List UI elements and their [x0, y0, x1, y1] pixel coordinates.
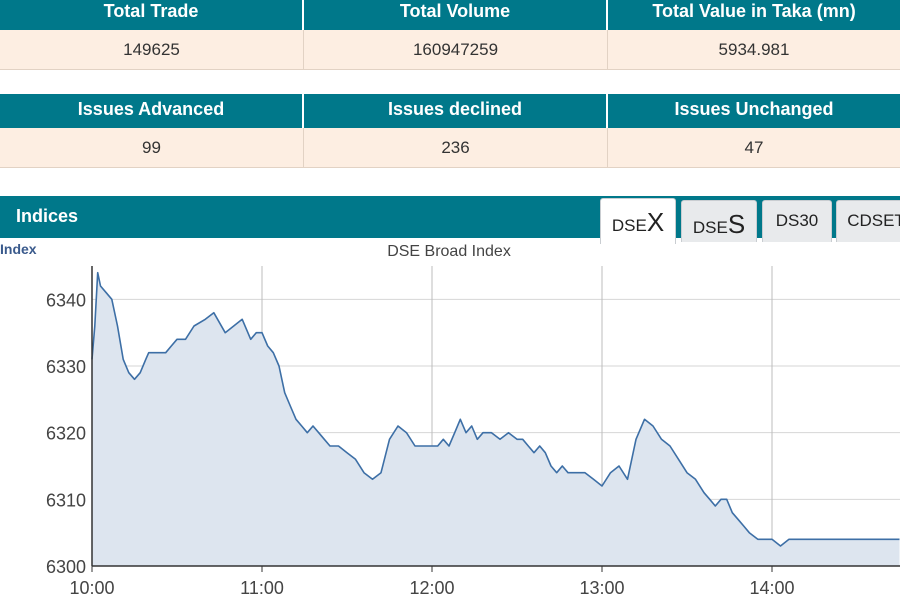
- tab-dsex-prefix: DSE: [611, 216, 647, 235]
- indices-title: Indices: [16, 206, 79, 226]
- index-area-fill: [92, 272, 900, 566]
- tab-cdset-label: CDSET: [847, 211, 900, 230]
- issues-header-row: Issues Advanced Issues declined Issues U…: [0, 94, 900, 128]
- value-issues-unchanged: 47: [608, 128, 900, 168]
- x-tick-label-4: 14:00: [749, 578, 794, 598]
- header-total-value: Total Value in Taka (mn): [608, 0, 900, 30]
- value-total-value: 5934.981: [608, 30, 900, 70]
- tab-dses-prefix: DSE: [692, 218, 728, 237]
- header-issues-advanced: Issues Advanced: [0, 94, 304, 128]
- value-issues-declined: 236: [304, 128, 608, 168]
- tab-dses-suffix: S: [727, 209, 746, 239]
- tab-dses[interactable]: DSES: [681, 200, 757, 242]
- y-tick-label-3: 6330: [46, 357, 86, 377]
- tab-dsex-suffix: X: [646, 207, 665, 237]
- tab-cdset[interactable]: CDSET: [836, 200, 900, 242]
- value-total-volume: 160947259: [304, 30, 608, 70]
- tab-dsex[interactable]: DSEX: [600, 198, 676, 244]
- x-tick-label-3: 13:00: [579, 578, 624, 598]
- tab-ds30-label: DS30: [775, 211, 819, 230]
- y-tick-label-4: 6340: [46, 290, 86, 310]
- chart-title: DSE Broad Index: [387, 243, 511, 260]
- value-issues-advanced: 99: [0, 128, 304, 168]
- header-total-volume: Total Volume: [304, 0, 608, 30]
- market-summary-table: Total Trade Total Volume Total Value in …: [0, 0, 900, 70]
- x-tick-label-1: 11:00: [240, 578, 284, 598]
- y-tick-label-2: 6320: [46, 424, 86, 444]
- market-summary-header-row: Total Trade Total Volume Total Value in …: [0, 0, 900, 30]
- index-line: [91, 271, 900, 547]
- y-axis-ticks: 6300 6310 6320 6330 6340: [46, 290, 86, 577]
- index-chart: 6300 6310 6320 6330 6340 10:00 11:00 12:00 13:0…: [0, 241, 900, 598]
- market-summary-value-row: 149625 160947259 5934.981: [0, 30, 900, 70]
- value-total-trade: 149625: [0, 30, 304, 70]
- x-tick-label-2: 12:00: [409, 578, 454, 598]
- y-tick-label-1: 6310: [46, 490, 86, 510]
- x-axis-ticks: 10:00 11:00 12:00 13:00 14:00: [69, 566, 795, 598]
- tab-ds30[interactable]: DS30: [762, 200, 832, 242]
- y-tick-label-0: 6300: [46, 557, 86, 577]
- x-tick-label-0: 10:00: [69, 578, 114, 598]
- header-issues-unchanged: Issues Unchanged: [608, 94, 900, 128]
- issues-value-row: 99 236 47: [0, 128, 900, 168]
- header-issues-declined: Issues declined: [304, 94, 608, 128]
- y-axis-label: Index: [0, 241, 37, 257]
- issues-table: Issues Advanced Issues declined Issues U…: [0, 94, 900, 168]
- header-total-trade: Total Trade: [0, 0, 304, 30]
